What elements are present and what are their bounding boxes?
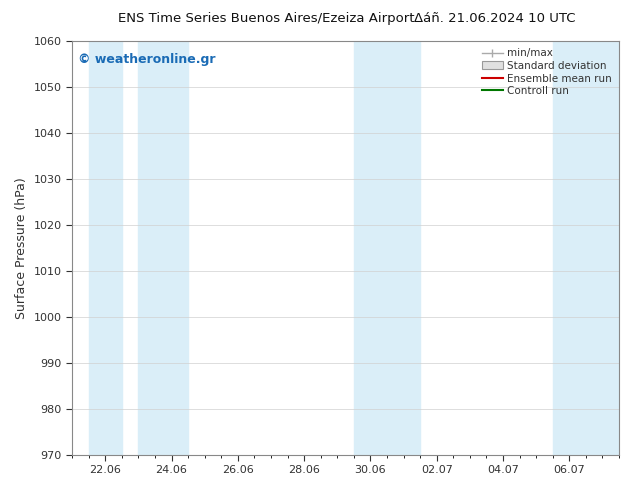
Bar bbox=[553, 41, 619, 455]
Text: © weatheronline.gr: © weatheronline.gr bbox=[77, 53, 215, 67]
Bar bbox=[354, 41, 420, 455]
Text: ENS Time Series Buenos Aires/Ezeiza Airport: ENS Time Series Buenos Aires/Ezeiza Airp… bbox=[118, 12, 415, 25]
Bar bbox=[89, 41, 122, 455]
Legend: min/max, Standard deviation, Ensemble mean run, Controll run: min/max, Standard deviation, Ensemble me… bbox=[478, 44, 616, 100]
Bar bbox=[138, 41, 188, 455]
Text: Δáñ. 21.06.2024 10 UTC: Δáñ. 21.06.2024 10 UTC bbox=[414, 12, 575, 25]
Y-axis label: Surface Pressure (hPa): Surface Pressure (hPa) bbox=[15, 177, 28, 318]
